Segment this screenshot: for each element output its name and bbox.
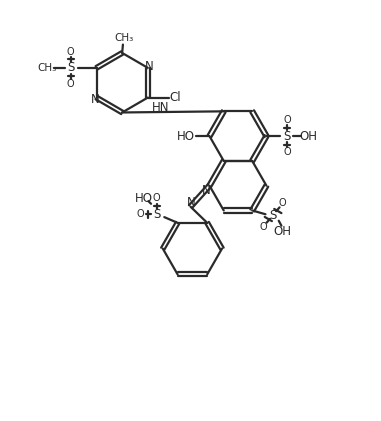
Text: HO: HO	[177, 130, 195, 143]
Text: O: O	[283, 115, 291, 125]
Text: CH₃: CH₃	[114, 33, 134, 43]
Text: Cl: Cl	[170, 91, 181, 104]
Text: OH: OH	[299, 130, 317, 143]
Text: N: N	[187, 196, 195, 209]
Text: N: N	[202, 184, 211, 197]
Text: S: S	[283, 130, 291, 143]
Text: S: S	[153, 208, 160, 221]
Text: O: O	[67, 79, 75, 89]
Text: S: S	[269, 208, 277, 221]
Text: O: O	[279, 198, 287, 208]
Text: HN: HN	[152, 101, 170, 114]
Text: O: O	[137, 210, 144, 219]
Text: CH₃: CH₃	[38, 63, 57, 73]
Text: O: O	[260, 222, 267, 232]
Text: N: N	[91, 93, 99, 106]
Text: O: O	[153, 193, 160, 203]
Text: OH: OH	[274, 224, 291, 237]
Text: S: S	[67, 61, 74, 75]
Text: O: O	[67, 47, 75, 57]
Text: N: N	[145, 60, 154, 73]
Text: O: O	[283, 147, 291, 157]
Text: HO: HO	[134, 192, 152, 205]
